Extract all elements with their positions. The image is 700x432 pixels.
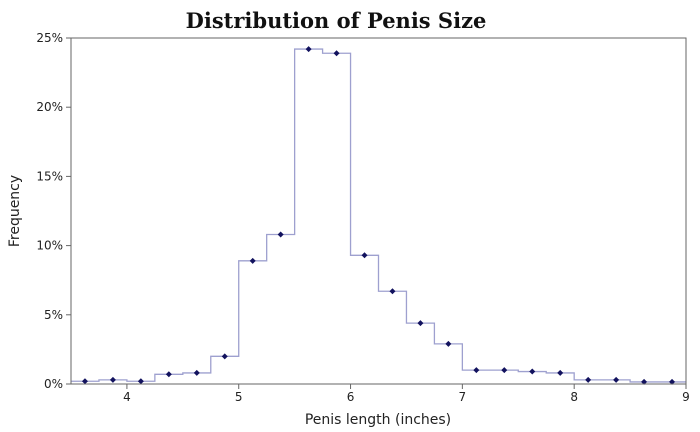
data-point-marker xyxy=(333,50,340,57)
plot-frame xyxy=(70,37,687,385)
data-point-marker xyxy=(221,353,228,360)
data-point-marker xyxy=(277,231,284,238)
data-point-marker xyxy=(109,376,116,383)
x-tick-label: 5 xyxy=(235,390,243,404)
step-outline xyxy=(71,48,686,383)
y-axis-ticks: 0% 5% 10% 15% 20% 25% xyxy=(36,31,71,391)
step-line xyxy=(71,48,686,383)
data-point-marker xyxy=(81,378,88,385)
data-point-marker xyxy=(305,46,312,53)
y-tick-label: 15% xyxy=(36,169,63,183)
data-point-marker xyxy=(417,320,424,327)
data-point-marker xyxy=(445,340,452,347)
x-tick-label: 7 xyxy=(459,390,467,404)
x-axis-label: Penis length (inches) xyxy=(305,412,451,428)
marker-series xyxy=(81,46,676,385)
data-point-marker xyxy=(193,369,200,376)
chart-title: Distribution of Penis Size xyxy=(186,8,487,33)
data-point-marker xyxy=(529,368,536,375)
data-point-marker xyxy=(613,376,620,383)
y-tick-label: 10% xyxy=(36,239,63,253)
data-point-marker xyxy=(557,369,564,376)
y-axis-label: Frequency xyxy=(7,175,23,247)
data-point-marker xyxy=(669,378,676,385)
data-point-marker xyxy=(473,367,480,374)
data-point-marker xyxy=(641,378,648,385)
x-tick-label: 8 xyxy=(570,390,578,404)
data-point-marker xyxy=(165,371,172,378)
y-tick-label: 5% xyxy=(44,308,63,322)
x-tick-label: 4 xyxy=(123,390,131,404)
y-tick-label: 0% xyxy=(44,377,63,391)
x-axis-ticks: 4 5 6 7 8 9 xyxy=(123,384,690,404)
data-point-marker xyxy=(389,288,396,295)
data-point-marker xyxy=(501,367,508,374)
data-point-marker xyxy=(137,378,144,385)
y-tick-label: 25% xyxy=(36,31,63,45)
data-point-marker xyxy=(361,252,368,259)
data-point-marker xyxy=(585,376,592,383)
data-point-marker xyxy=(249,257,256,264)
x-tick-label: 6 xyxy=(347,390,355,404)
y-tick-label: 20% xyxy=(36,100,63,114)
x-tick-label: 9 xyxy=(682,390,690,404)
